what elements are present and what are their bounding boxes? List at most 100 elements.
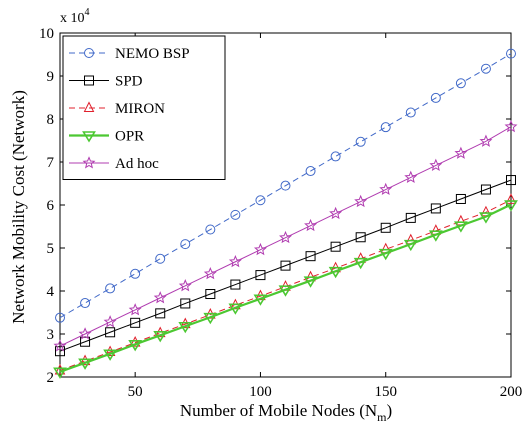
- data-point-nemo-bsp: [80, 298, 91, 309]
- data-point-nemo-bsp: [305, 166, 316, 177]
- data-point-opr: [328, 266, 343, 279]
- data-point-spd: [430, 203, 441, 214]
- data-point-nemo-bsp: [55, 312, 65, 323]
- data-point-spd: [205, 289, 216, 300]
- data-point-nemo-bsp: [480, 63, 491, 74]
- data-point-opr: [378, 248, 393, 261]
- data-point-nemo-bsp: [405, 107, 416, 118]
- series-line-nemo-bsp: [59, 53, 512, 319]
- legend-marker-spd: [84, 75, 94, 86]
- data-point-ad-hoc: [203, 266, 217, 280]
- data-point-nemo-bsp: [355, 136, 366, 147]
- data-point-opr: [228, 303, 243, 315]
- data-point-spd: [130, 317, 141, 328]
- y-tick-label: 2: [47, 370, 55, 386]
- y-multiplier-label: x 104: [60, 7, 90, 26]
- data-point-ad-hoc: [128, 303, 142, 316]
- series-spd: [55, 175, 516, 357]
- data-point-spd: [280, 260, 291, 271]
- data-point-opr: [203, 312, 218, 325]
- data-point-opr: [53, 367, 67, 379]
- data-point-ad-hoc: [304, 218, 318, 232]
- legend: NEMO BSP SPD MIRON OPR Ad hoc: [62, 35, 226, 180]
- data-point-nemo-bsp: [455, 78, 466, 89]
- y-tick-label: 3: [47, 327, 55, 343]
- data-point-opr: [178, 321, 193, 334]
- data-point-spd: [480, 184, 491, 195]
- series-line-ad-hoc: [59, 126, 512, 347]
- data-point-ad-hoc: [404, 170, 418, 183]
- x-tick-label: 100: [249, 384, 272, 400]
- series-ad-hoc: [53, 119, 518, 352]
- data-point-ad-hoc: [153, 291, 167, 304]
- data-point-opr: [128, 340, 143, 352]
- data-point-ad-hoc: [178, 279, 192, 292]
- data-point-spd: [355, 232, 366, 243]
- data-point-nemo-bsp: [255, 195, 266, 206]
- y-axis-title: Network Mobility Cost (Network): [9, 90, 28, 324]
- data-point-nemo-bsp: [180, 239, 191, 250]
- data-point-miron: [54, 363, 66, 375]
- y-tick-label: 9: [47, 69, 55, 85]
- data-point-opr: [504, 200, 518, 212]
- data-point-spd: [105, 327, 116, 338]
- data-point-ad-hoc: [253, 242, 267, 256]
- legend-label-ad-hoc: Ad hoc: [115, 156, 159, 172]
- data-point-opr: [479, 212, 493, 224]
- legend-marker-miron: [83, 101, 95, 112]
- data-point-nemo-bsp: [105, 283, 116, 294]
- x-tick-label: 200: [500, 384, 523, 400]
- series-nemo-bsp: [55, 48, 516, 323]
- data-point-ad-hoc: [479, 134, 493, 147]
- data-point-opr: [428, 230, 443, 242]
- y-tick-label: 4: [47, 284, 55, 300]
- data-point-opr: [353, 257, 368, 270]
- y-tick-label: 10: [39, 26, 54, 42]
- series-line-spd: [59, 179, 512, 352]
- data-point-nemo-bsp: [506, 48, 516, 59]
- data-point-spd: [255, 270, 266, 281]
- y-tick-label: 5: [47, 241, 55, 257]
- data-point-spd: [155, 308, 166, 319]
- legend-marker-ad-hoc: [82, 156, 96, 169]
- data-point-nemo-bsp: [280, 180, 291, 191]
- data-point-ad-hoc: [329, 206, 343, 220]
- data-point-ad-hoc: [454, 146, 468, 159]
- data-point-spd: [506, 175, 516, 186]
- data-point-ad-hoc: [279, 230, 292, 244]
- data-point-ad-hoc: [228, 254, 242, 268]
- data-point-opr: [278, 285, 293, 297]
- data-point-ad-hoc: [103, 315, 117, 328]
- data-point-miron: [505, 193, 517, 204]
- data-point-spd: [380, 222, 391, 233]
- legend-label-spd: SPD: [115, 74, 143, 90]
- data-point-opr: [303, 276, 318, 288]
- legend-marker-opr: [82, 131, 96, 143]
- data-point-opr: [103, 349, 118, 361]
- data-point-spd: [80, 336, 91, 347]
- data-point-opr: [453, 221, 468, 233]
- x-axis-title: Number of Mobile Nodes (Nm): [180, 401, 392, 424]
- data-point-spd: [55, 346, 65, 357]
- data-point-nemo-bsp: [155, 253, 166, 264]
- data-point-opr: [78, 358, 92, 370]
- y-tick-label: 8: [47, 112, 55, 128]
- x-tick-label: 50: [128, 384, 143, 400]
- series-opr: [53, 200, 518, 379]
- x-tick-label: 150: [374, 384, 397, 400]
- data-point-nemo-bsp: [380, 122, 391, 133]
- data-point-ad-hoc: [504, 119, 518, 133]
- data-point-nemo-bsp: [205, 224, 216, 235]
- data-point-spd: [330, 241, 341, 252]
- data-point-ad-hoc: [429, 158, 443, 171]
- y-tick-label: 6: [47, 198, 55, 214]
- data-point-opr: [153, 330, 168, 343]
- data-point-ad-hoc: [78, 327, 92, 340]
- data-point-spd: [230, 279, 241, 290]
- data-point-spd: [305, 251, 316, 262]
- legend-label-miron: MIRON: [115, 101, 165, 117]
- series-line-opr: [59, 203, 512, 373]
- data-point-opr: [253, 294, 268, 306]
